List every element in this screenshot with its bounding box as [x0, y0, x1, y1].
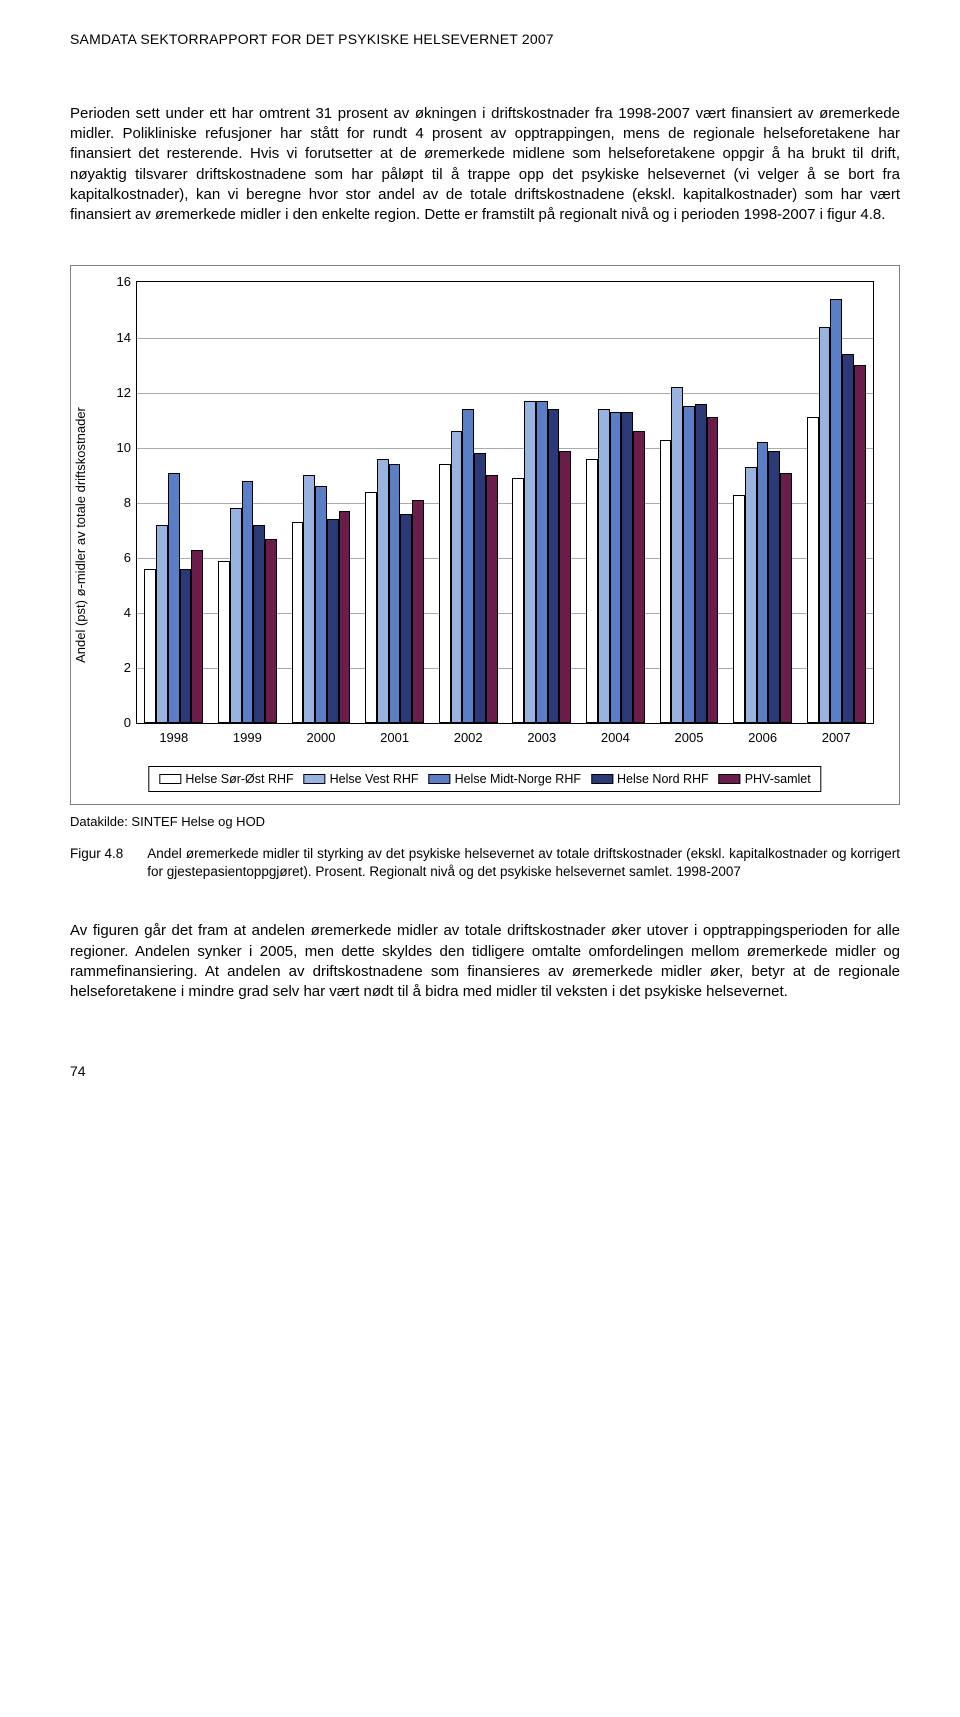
legend-swatch — [719, 774, 741, 784]
chart-ytick-label: 14 — [109, 329, 131, 347]
chart-bar — [536, 401, 548, 723]
chart-ytick-label: 4 — [109, 604, 131, 622]
chart-xtick-label: 2004 — [579, 729, 653, 747]
chart-bar — [412, 500, 424, 723]
chart-bar — [854, 365, 866, 723]
chart-ytick-label: 0 — [109, 715, 131, 733]
legend-label: Helse Midt-Norge RHF — [455, 771, 581, 788]
chart-bar — [327, 519, 339, 723]
chart-xtick-label: 2003 — [505, 729, 579, 747]
chart-ytick-label: 2 — [109, 659, 131, 677]
chart-bar — [486, 475, 498, 723]
chart-bar — [819, 327, 831, 724]
chart-xtick-label: 2002 — [431, 729, 505, 747]
chart-bar — [462, 409, 474, 723]
chart-bar — [733, 495, 745, 724]
chart-bar — [180, 569, 192, 723]
legend-label: Helse Nord RHF — [617, 771, 709, 788]
legend-item: Helse Vest RHF — [304, 771, 419, 788]
chart-bar — [315, 486, 327, 723]
chart-bar — [339, 511, 351, 723]
chart-bar — [707, 417, 719, 723]
chart-bar — [598, 409, 610, 723]
chart-ytick-label: 8 — [109, 494, 131, 512]
chart-bar — [830, 299, 842, 723]
chart-bar — [253, 525, 265, 723]
figure-caption-text: Andel øremerkede midler til styrking av … — [147, 845, 900, 881]
figure-number: Figur 4.8 — [70, 845, 123, 881]
chart-bar — [265, 539, 277, 724]
chart-bar — [400, 514, 412, 723]
legend-item: Helse Nord RHF — [591, 771, 709, 788]
legend-label: PHV-samlet — [745, 771, 811, 788]
legend-item: PHV-samlet — [719, 771, 811, 788]
chart-bar — [365, 492, 377, 724]
legend-label: Helse Vest RHF — [330, 771, 419, 788]
chart-bar — [144, 569, 156, 723]
chart-xtick-label: 2006 — [726, 729, 800, 747]
chart-bar — [191, 550, 203, 724]
chart-bar — [230, 508, 242, 723]
chart-bar — [377, 459, 389, 724]
legend-item: Helse Sør-Øst RHF — [159, 771, 293, 788]
legend-swatch — [591, 774, 613, 784]
legend-swatch — [304, 774, 326, 784]
chart-bar — [683, 406, 695, 723]
chart-bar — [671, 387, 683, 723]
chart-bar — [757, 442, 769, 723]
chart-gridline — [137, 393, 873, 394]
legend-item: Helse Midt-Norge RHF — [429, 771, 581, 788]
chart-bar — [474, 453, 486, 723]
chart-xtick-label: 2000 — [284, 729, 358, 747]
chart-bar — [610, 412, 622, 723]
chart-bar — [548, 409, 560, 723]
chart-ytick-label: 10 — [109, 439, 131, 457]
intro-paragraph: Perioden sett under ett har omtrent 31 p… — [70, 104, 900, 226]
chart-xtick-label: 1999 — [211, 729, 285, 747]
chart-bar — [439, 464, 451, 723]
page-number: 74 — [70, 1062, 900, 1081]
chart-xtick-label: 2001 — [358, 729, 432, 747]
chart-bar — [218, 561, 230, 724]
bar-chart: Andel (pst) ø-midler av totale driftskos… — [70, 265, 900, 805]
legend-swatch — [159, 774, 181, 784]
chart-bar — [303, 475, 315, 723]
chart-y-axis-label: Andel (pst) ø-midler av totale driftskos… — [72, 408, 90, 664]
chart-bar — [695, 404, 707, 724]
chart-bar — [168, 473, 180, 724]
chart-bar — [621, 412, 633, 723]
chart-bar — [156, 525, 168, 723]
chart-ytick-label: 12 — [109, 384, 131, 402]
chart-bar — [292, 522, 304, 723]
chart-bar — [586, 459, 598, 724]
page-header: SAMDATA SEKTORRAPPORT FOR DET PSYKISKE H… — [70, 30, 900, 49]
chart-bar — [451, 431, 463, 723]
chart-bar — [842, 354, 854, 723]
chart-bar — [524, 401, 536, 723]
chart-bar — [242, 481, 254, 724]
chart-xtick-label: 1998 — [137, 729, 211, 747]
chart-bar — [633, 431, 645, 723]
chart-ytick-label: 6 — [109, 549, 131, 567]
figure-caption: Figur 4.8 Andel øremerkede midler til st… — [70, 845, 900, 881]
legend-swatch — [429, 774, 451, 784]
data-source: Datakilde: SINTEF Helse og HOD — [70, 813, 900, 831]
chart-xtick-label: 2007 — [799, 729, 873, 747]
legend-label: Helse Sør-Øst RHF — [185, 771, 293, 788]
chart-bar — [559, 451, 571, 724]
chart-legend: Helse Sør-Øst RHF Helse Vest RHF Helse Mid… — [148, 766, 821, 793]
chart-bar — [780, 473, 792, 724]
chart-ytick-label: 16 — [109, 274, 131, 292]
chart-bar — [745, 467, 757, 723]
chart-bar — [768, 451, 780, 724]
chart-bar — [389, 464, 401, 723]
chart-gridline — [137, 338, 873, 339]
conclusion-paragraph: Av figuren går det fram at andelen øreme… — [70, 921, 900, 1002]
chart-bar — [807, 417, 819, 723]
chart-bar — [660, 440, 672, 724]
chart-xtick-label: 2005 — [652, 729, 726, 747]
chart-bar — [512, 478, 524, 723]
